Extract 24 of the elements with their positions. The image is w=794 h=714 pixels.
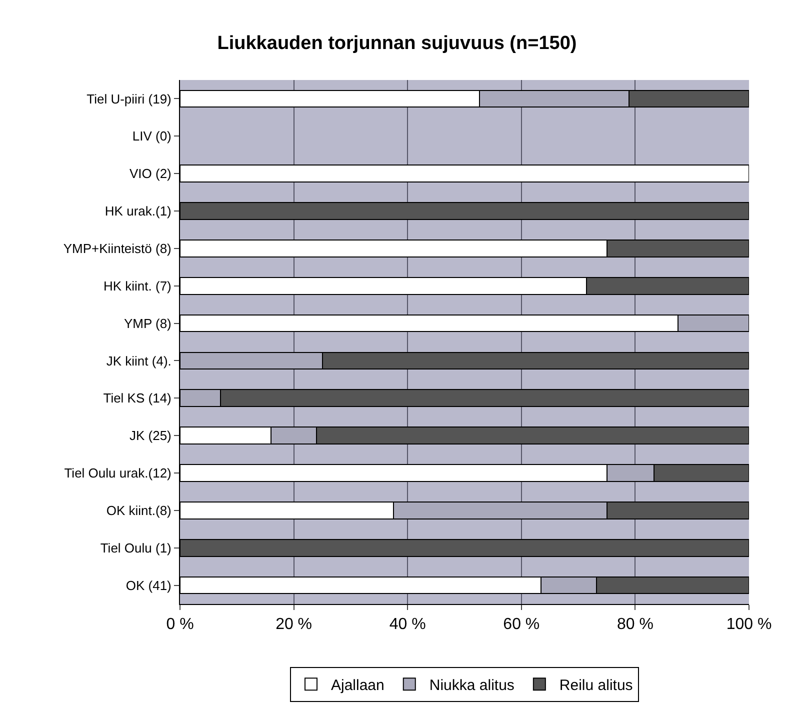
y-tick-label: YMP+Kiinteistö (8) — [63, 240, 172, 256]
y-tick-label: JK (25) — [129, 428, 172, 444]
y-tick-label: Tiel Oulu urak.(12) — [64, 466, 172, 481]
x-tick-label: 80 % — [616, 616, 654, 634]
y-tick-label: YMP (8) — [124, 316, 172, 331]
x-tick-label: 60 % — [503, 616, 540, 634]
x-tick-label: 40 % — [389, 616, 426, 634]
y-tick-label: LIV (0) — [132, 128, 172, 144]
legend-label: Niukka alitus — [429, 676, 514, 694]
y-tick-label: HK urak.(1) — [104, 204, 172, 219]
legend-label: Reilu alitus — [559, 676, 633, 694]
y-tick-label: VIO (2) — [129, 166, 172, 182]
x-tick-label: 100 % — [726, 616, 772, 634]
y-tick-label: Tiel KS (14) — [103, 390, 172, 406]
x-tick-label: 20 % — [276, 616, 312, 634]
x-tick-label: 0 % — [166, 616, 194, 634]
y-tick-label: OK (41) — [126, 578, 172, 593]
y-tick-label: Tiel Oulu (1) — [100, 540, 172, 556]
y-tick-label: OK kiint.(8) — [106, 502, 172, 518]
legend-label: Ajallaan — [331, 676, 384, 694]
chart-title: Liukkauden torjunnan sujuvuus (n=150) — [217, 33, 577, 54]
y-tick-label: JK kiint (4). — [106, 353, 172, 368]
y-tick-label: Tiel U-piiri (19) — [86, 91, 172, 106]
y-tick-label: HK kiint. (7) — [103, 278, 172, 294]
